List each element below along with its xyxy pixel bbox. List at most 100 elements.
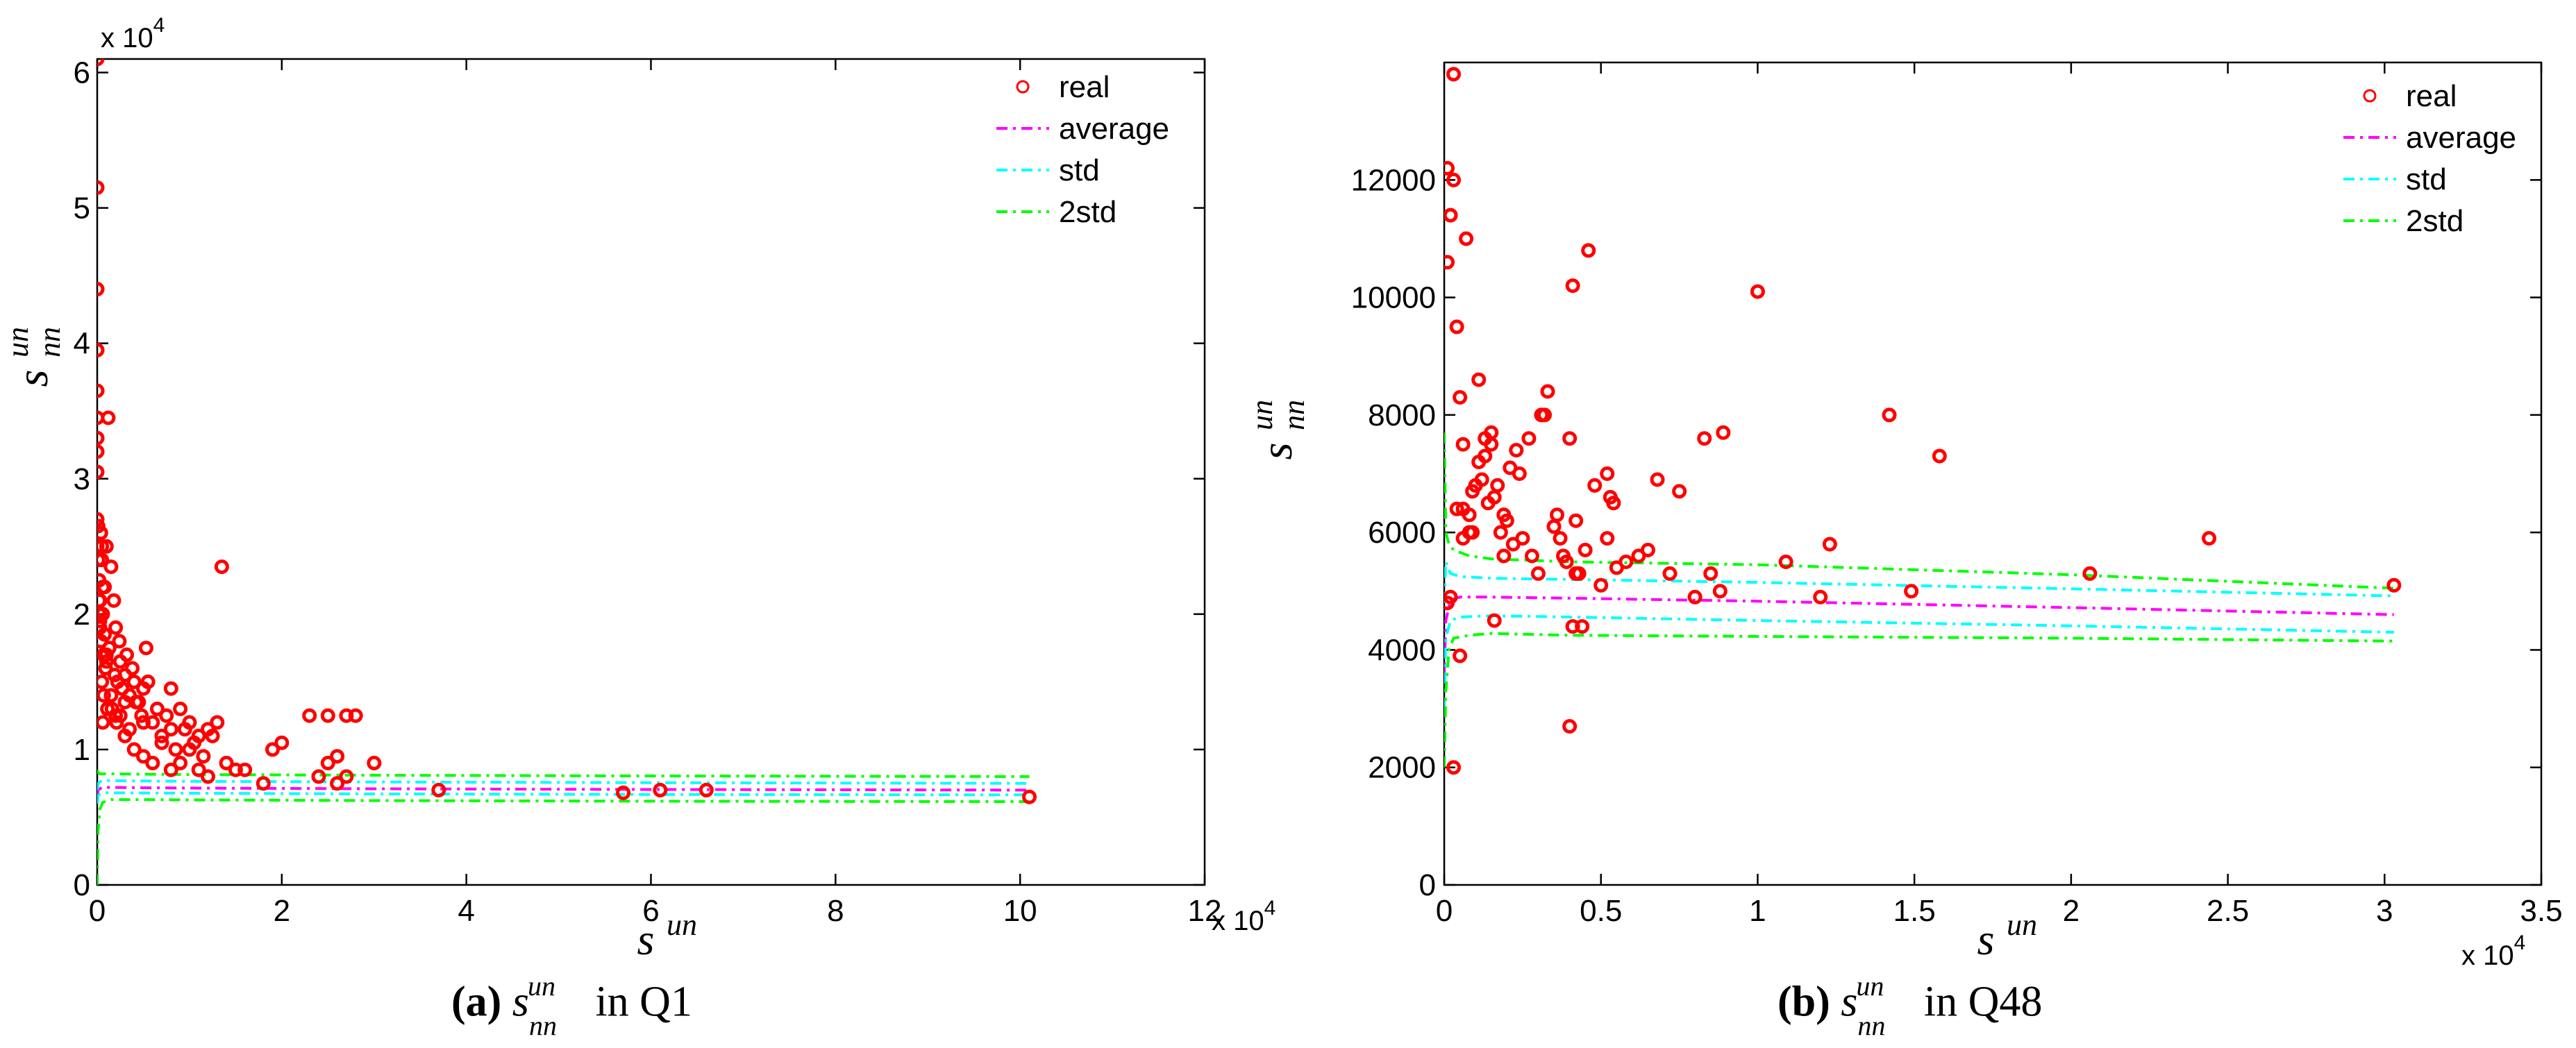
data-point-real: [1640, 543, 1655, 557]
x-exponent-power: 4: [2514, 931, 2526, 954]
x-axis-label-sup: un: [2007, 908, 2037, 942]
data-point-real: [1822, 536, 1837, 552]
data-point-real: [1449, 319, 1464, 335]
data-point-real: [138, 641, 153, 656]
caption-b: (b) snnun in Q48: [1778, 970, 2043, 1042]
data-point-real: [1672, 484, 1687, 499]
y-exponent-label: x 104: [101, 14, 165, 53]
x-tick-label: 4: [458, 894, 474, 928]
legend-label-real: real: [1059, 70, 1110, 104]
x-tick-label: 8: [827, 894, 844, 928]
legend: real average std 2std: [2343, 79, 2516, 238]
data-point-real: [97, 518, 106, 534]
data-point-real: [1462, 525, 1477, 540]
data-point-real: [214, 559, 229, 575]
y-tick-label: 10000: [1351, 281, 1436, 315]
series-line-2std: [97, 769, 1030, 778]
data-point-real: [140, 674, 156, 689]
legend-label-2std: 2std: [1059, 195, 1116, 229]
x-tick-label: 1: [1749, 894, 1766, 928]
data-point-real: [1581, 243, 1596, 258]
data-point-real: [1575, 619, 1590, 634]
y-tick-label: 2: [74, 598, 90, 632]
x-tick-label: 3: [2376, 894, 2393, 928]
data-point-real: [145, 715, 160, 730]
series-line-std: [97, 791, 1030, 804]
y-tick-label: 3: [74, 462, 90, 496]
data-point-real: [1455, 437, 1471, 452]
x-tick-label: 10: [1003, 894, 1037, 928]
x-tick-label: 2: [274, 894, 290, 928]
data-point-real: [97, 674, 110, 689]
data-point-real: [136, 749, 151, 764]
data-point-real: [136, 715, 151, 730]
data-point-real: [699, 782, 714, 797]
data-point-real: [1904, 584, 1919, 599]
data-point-real: [330, 776, 345, 791]
legend-label-std: std: [2406, 162, 2447, 196]
data-point-real: [1446, 67, 1461, 82]
data-point-real: [1587, 477, 1603, 493]
data-point-real: [1600, 531, 1615, 546]
data-point-real: [1471, 372, 1487, 387]
data-point-real: [1882, 407, 1897, 423]
y-tick-label: 5: [74, 192, 90, 226]
data-point-real: [97, 593, 108, 608]
x-axis-label: s un: [637, 908, 697, 964]
plot-frame: [96, 58, 1206, 886]
data-point-real: [256, 776, 271, 791]
data-point-real: [1697, 431, 1712, 446]
data-point-real: [2386, 577, 2402, 593]
data-point-real: [97, 444, 105, 459]
data-point-real: [99, 647, 114, 662]
data-point-real: [1716, 425, 1731, 440]
x-tick-label: 1.5: [1893, 894, 1936, 928]
data-point-real: [98, 661, 113, 676]
data-point-real: [125, 661, 140, 676]
data-point-real: [265, 742, 280, 757]
x-tick-label: 3.5: [2520, 894, 2562, 928]
data-point-real: [97, 580, 112, 595]
chart-panel-b: 0 0.5 1 1.5 2 2.5 3 3.5 0 2000 4000 6000 8000 10000 12…: [1245, 61, 2563, 971]
x-tick-label: 0.5: [1580, 894, 1622, 928]
y-axis-label-base: s: [1252, 443, 1301, 460]
data-point-real: [1750, 284, 1765, 299]
series-line-average: [1444, 595, 2394, 674]
plot-frame: [1443, 61, 2543, 886]
data-point-real: [1778, 555, 1793, 569]
y-tick-label: 6: [74, 56, 90, 90]
data-point-real: [1484, 437, 1499, 452]
data-point-real: [1565, 278, 1580, 294]
data-point-real: [97, 552, 110, 568]
y-exponent-power: 4: [153, 14, 165, 37]
data-point-real: [97, 464, 105, 480]
data-point-real: [1490, 477, 1505, 493]
data-point-real: [1546, 519, 1562, 534]
data-point-real: [154, 728, 169, 743]
x-axis-label-base: s: [1977, 915, 1995, 964]
data-point-real: [163, 762, 178, 777]
data-point-real: [126, 674, 142, 689]
data-point-real: [1444, 255, 1455, 270]
data-point-real: [219, 755, 234, 770]
data-point-real: [1530, 566, 1546, 581]
data-point-real: [1569, 513, 1584, 528]
x-tick-label: 12: [1188, 894, 1222, 928]
series-line-average: [97, 786, 1030, 797]
data-point-real: [97, 614, 108, 629]
data-point-real: [1465, 484, 1480, 499]
data-point-real: [103, 688, 119, 703]
data-area: [1444, 67, 2402, 775]
data-point-real: [311, 769, 326, 784]
data-point-real: [1444, 160, 1455, 176]
data-point-real: [2082, 566, 2098, 581]
data-point-real: [1449, 501, 1464, 516]
data-point-real: [99, 654, 114, 669]
y-tick-label: 12000: [1351, 163, 1436, 197]
series-line-2std: [1444, 432, 2394, 590]
data-point-real: [182, 742, 197, 757]
x-tick-label: 0: [89, 894, 106, 928]
data-point-real: [191, 762, 206, 777]
y-tick-label: 8000: [1368, 398, 1436, 432]
